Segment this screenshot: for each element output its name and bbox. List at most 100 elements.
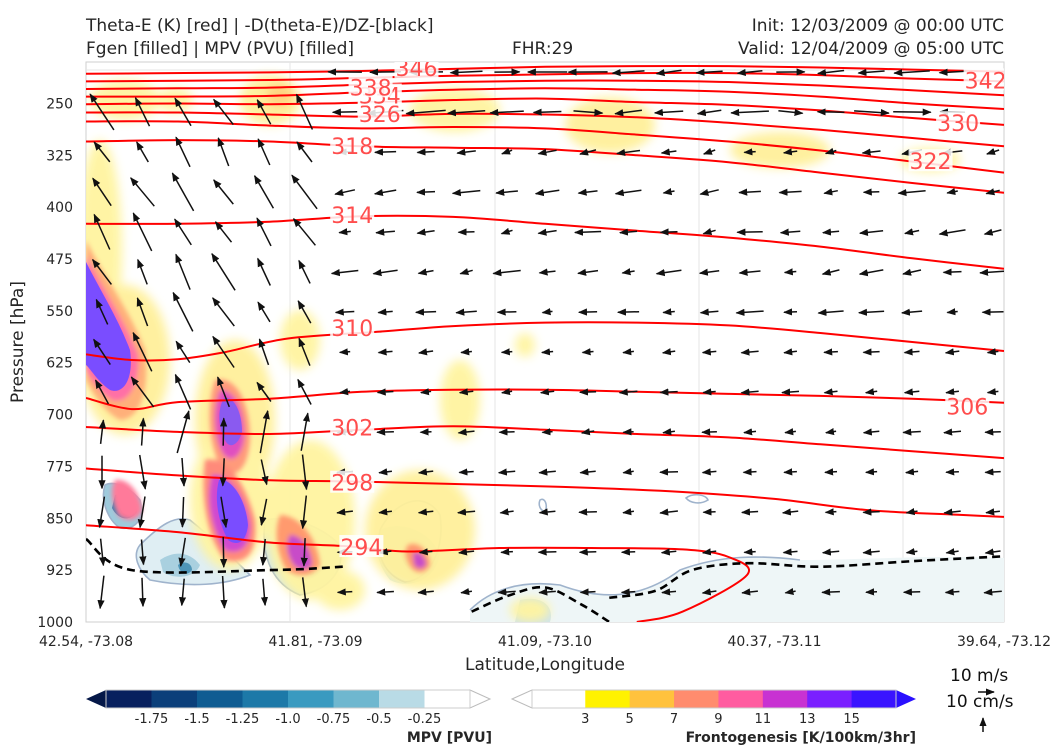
y-tick-250: 250	[46, 96, 73, 112]
wind-vector-259	[659, 508, 678, 516]
wind-vector-42	[257, 138, 271, 166]
wind-vector-243	[945, 468, 959, 476]
wind-vector-156	[212, 335, 235, 368]
wind-vector-30	[653, 108, 684, 116]
wind-vector-95	[537, 228, 557, 236]
wind-vector-82	[946, 187, 958, 196]
wind-vector-216	[784, 428, 796, 436]
wind-vector-281	[620, 548, 636, 556]
wind-vector-210	[541, 428, 553, 436]
fgen-colorbar-segment-0	[532, 690, 586, 708]
wind-vector-27	[532, 108, 562, 116]
wind-vector-282	[660, 548, 677, 556]
mpv-colorbar-tick-3: -1.0	[275, 712, 300, 727]
wind-vector-160	[377, 348, 393, 356]
y-tick-775: 775	[46, 459, 73, 475]
wind-vector-17	[134, 96, 151, 127]
wind-vector-268	[98, 538, 107, 567]
wind-vector-101	[779, 228, 801, 236]
wind-vector-119	[577, 268, 599, 276]
contour-label-bg-326	[357, 102, 402, 125]
wind-vector-144	[662, 308, 675, 316]
wind-vector-214	[701, 428, 717, 436]
wind-vector-192	[740, 388, 759, 396]
wind-vector-213	[662, 428, 675, 436]
wind-vector-18	[174, 97, 192, 127]
wind-vector-63	[171, 172, 195, 212]
wind-vector-267	[985, 508, 1000, 516]
wind-vector-241	[865, 468, 878, 476]
wind-vector-87	[214, 221, 233, 243]
wind-vector-72	[534, 189, 560, 197]
mpv-colorbar-segment-2	[197, 690, 243, 708]
wind-vector-106	[983, 228, 1002, 236]
wind-vector-258	[622, 508, 634, 516]
fgen-colorbar-tick-2: 7	[670, 712, 678, 727]
wind-vector-175	[986, 348, 999, 356]
wind-vector-49	[537, 148, 557, 156]
wind-vector-91	[375, 228, 395, 236]
mpv-colorbar: -1.75 -1.5 -1.25 -1.0 -0.75 -0.5 -0.25	[86, 689, 492, 727]
contour-label-bg-298	[330, 470, 375, 493]
wind-vector-13	[857, 68, 885, 76]
wind-vector-261	[741, 508, 759, 516]
contour-label-322: 322	[910, 150, 952, 175]
wind-vector-57	[861, 148, 881, 156]
contour-label-310: 310	[331, 317, 373, 342]
theta-e-line-306	[86, 388, 1004, 411]
wind-vector-109	[175, 253, 191, 290]
wind-vector-270	[178, 537, 187, 567]
wind-vector-100	[736, 228, 763, 236]
wind-vector-24	[405, 109, 446, 117]
wind-vector-272	[259, 538, 268, 566]
wind-vector-143	[617, 308, 640, 316]
mpv-colorbar-tick-5: -0.5	[366, 712, 391, 727]
fgen-colorbar-segment-6	[807, 690, 853, 708]
wind-vector-293	[178, 578, 187, 607]
contour-label-342: 342	[965, 69, 1007, 94]
wind-vector-195	[864, 388, 878, 396]
theta-e-line-338	[86, 79, 1004, 97]
y-tick-1000: 1000	[37, 615, 73, 631]
wind-vector-77	[738, 188, 761, 196]
wind-key: 10 m/s 10 cm/s	[946, 666, 1014, 732]
forecast-hour: FHR:29	[512, 39, 573, 59]
wind-vector-177	[130, 376, 155, 408]
wind-vector-158	[298, 337, 311, 366]
wind-vector-150	[901, 308, 923, 316]
wind-vector-187	[539, 388, 555, 396]
wind-vector-73	[577, 188, 598, 196]
wind-vector-190	[659, 388, 678, 396]
y-tick-400: 400	[46, 200, 73, 216]
wind-vector-164	[541, 348, 554, 356]
wind-vector-311	[902, 588, 921, 596]
wind-vector-280	[578, 548, 597, 556]
wind-vector-31	[696, 108, 722, 117]
wind-vector-236	[659, 468, 679, 476]
wind-vector-218	[862, 428, 880, 436]
wind-vector-45	[374, 148, 397, 156]
wind-vector-244	[984, 468, 1001, 476]
mpv-colorbar-max-arrow	[469, 689, 492, 709]
wind-vector-51	[616, 148, 641, 157]
wind-vector-86	[174, 218, 192, 246]
wind-vector-178	[174, 373, 192, 410]
wind-vector-117	[492, 269, 521, 277]
x-tick-0: 42.54, -73.08	[39, 634, 133, 650]
wind-vector-70	[451, 189, 481, 197]
wind-vector-235	[622, 468, 634, 476]
mpv-colorbar-frame	[105, 689, 471, 709]
wind-vector-142	[578, 308, 598, 316]
wind-vector-179	[217, 376, 230, 408]
wind-vector-141	[541, 308, 553, 316]
wind-vector-153	[93, 338, 111, 366]
y-tick-925: 925	[46, 563, 73, 579]
wind-vector-240	[824, 468, 838, 476]
wind-vector-137	[377, 308, 393, 316]
wind-vector-105	[938, 229, 966, 237]
wind-vector-22	[331, 108, 358, 116]
wind-vector-107	[92, 258, 112, 285]
wind-vector-239	[783, 468, 797, 476]
wind-vector-33	[778, 108, 804, 117]
wind-vector-155	[175, 340, 191, 364]
